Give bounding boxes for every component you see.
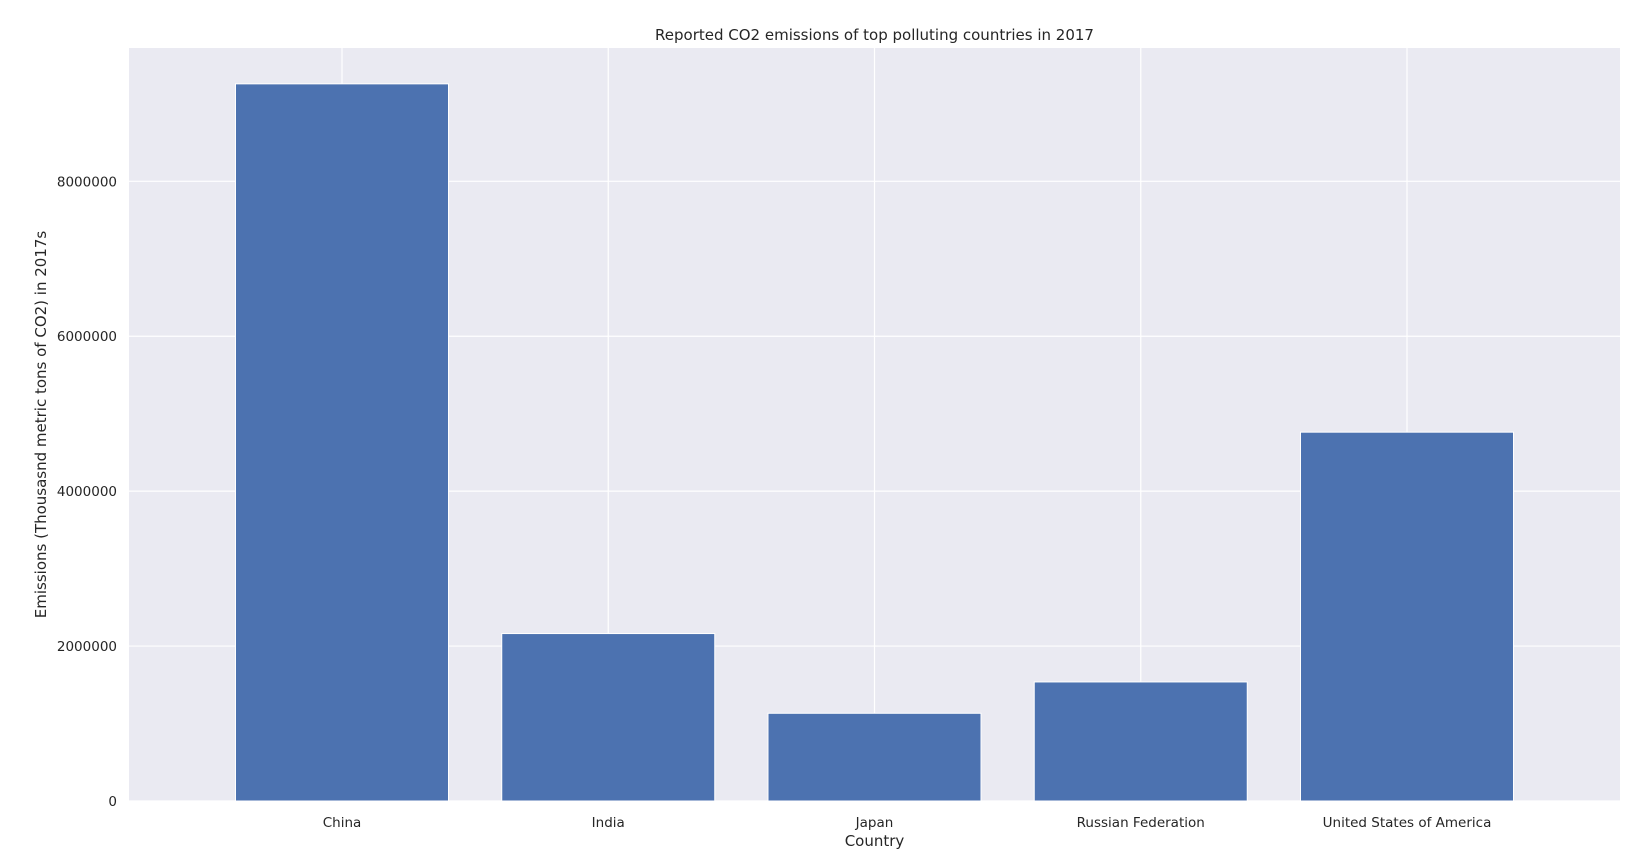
y-axis-label: Emissions (Thousasnd metric tons of CO2)…	[32, 231, 50, 619]
y-tick-label: 2000000	[57, 639, 117, 655]
y-tick-labels: 0 2000000 4000000 6000000 8000000	[57, 174, 117, 810]
bars	[235, 83, 1514, 802]
x-tick-label: Russian Federation	[1077, 815, 1205, 831]
x-tick-labels: China India Japan Russian Federation United …	[323, 815, 1492, 831]
bar-india	[501, 633, 716, 802]
y-tick-label: 4000000	[57, 484, 117, 500]
bar-china	[235, 83, 449, 802]
x-tick-label: United States of America	[1323, 815, 1492, 831]
x-tick-label: India	[592, 815, 625, 831]
chart-title: Reported CO2 emissions of top polluting …	[655, 26, 1094, 44]
x-tick-label: China	[323, 815, 362, 831]
y-tick-label: 0	[108, 794, 117, 810]
y-tick-label: 6000000	[57, 329, 117, 345]
bar-japan	[767, 712, 982, 802]
x-tick-label: Japan	[855, 815, 894, 831]
y-tick-label: 8000000	[57, 174, 117, 190]
bar-united-states-of-america	[1300, 431, 1514, 802]
bar-russian-federation	[1033, 681, 1248, 802]
x-axis-label: Country	[845, 832, 905, 850]
